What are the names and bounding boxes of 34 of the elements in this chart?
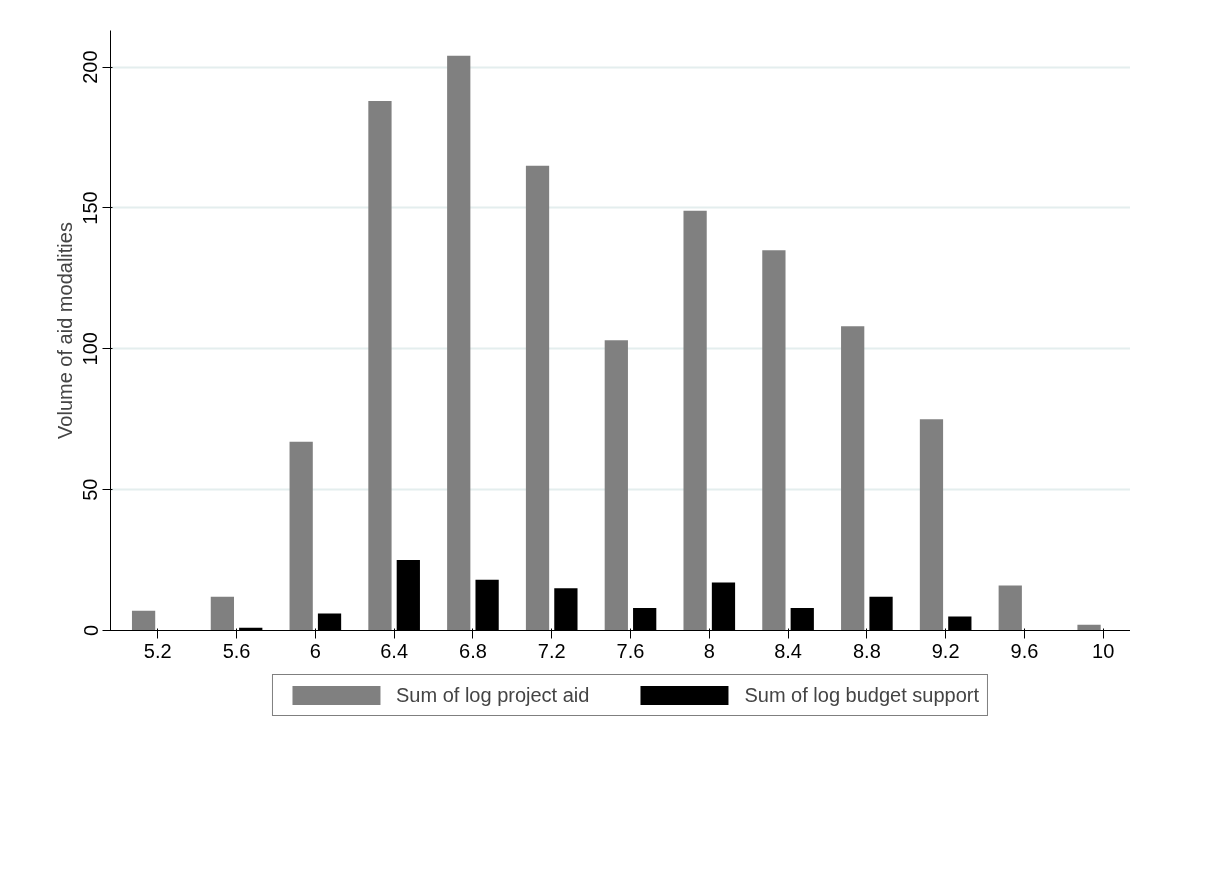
x-tick-label: 5.2 [143, 639, 172, 662]
bar [604, 340, 628, 631]
x-tick-label: 6.4 [380, 639, 409, 662]
x-tick-label: 5.6 [222, 639, 251, 662]
x-tick-label: 6.8 [459, 639, 487, 662]
bar [1077, 624, 1101, 631]
bar [683, 210, 707, 631]
y-tick-label: 0 [79, 624, 102, 637]
x-tick-label: 9.6 [1010, 639, 1039, 662]
bar [447, 55, 471, 631]
y-tick-label: 150 [79, 191, 102, 225]
bar [131, 610, 156, 631]
x-tick-label: 6 [309, 639, 321, 662]
bar [762, 250, 786, 631]
bar [289, 441, 313, 631]
legend-label: Sum of log project aid [395, 683, 590, 707]
x-tick-label: 8.4 [774, 639, 802, 662]
x-tick-label: 10 [1092, 639, 1115, 662]
x-tick-label: 8.8 [852, 639, 881, 662]
x-tick-label: 7.2 [537, 639, 566, 662]
y-tick-label: 200 [79, 50, 102, 84]
bar [998, 585, 1022, 631]
y-tick-label: 100 [79, 332, 102, 366]
bar [525, 165, 550, 631]
bar [841, 326, 865, 631]
y-tick-label: 50 [79, 478, 102, 501]
bar [368, 100, 392, 631]
x-tick-label: 9.2 [931, 639, 960, 662]
y-axis-title: Volume of aid modalities [53, 222, 76, 439]
x-tick-label: 8 [703, 639, 715, 662]
legend-label: Sum of log budget support [744, 683, 980, 707]
bar [210, 596, 235, 631]
bar [919, 419, 944, 631]
x-tick-label: 7.6 [616, 639, 645, 662]
